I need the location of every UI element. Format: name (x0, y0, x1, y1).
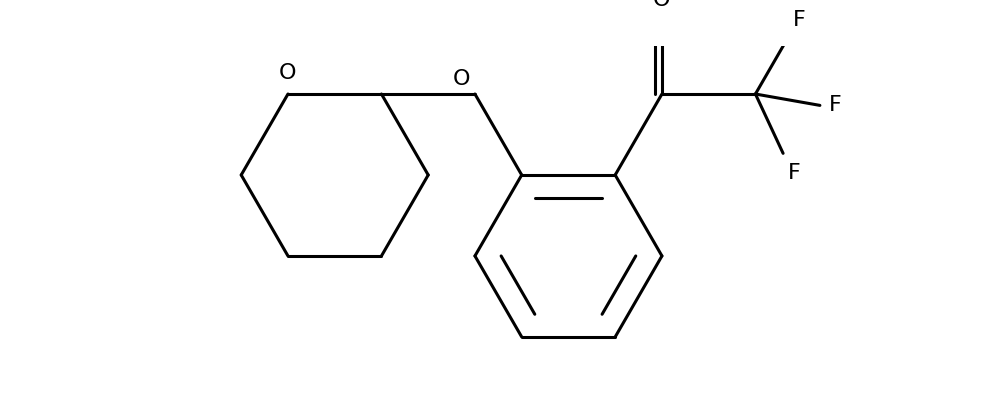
Text: F: F (793, 10, 806, 30)
Text: O: O (653, 0, 671, 10)
Text: F: F (829, 95, 842, 115)
Text: F: F (788, 163, 801, 183)
Text: O: O (280, 63, 297, 83)
Text: O: O (453, 69, 470, 89)
